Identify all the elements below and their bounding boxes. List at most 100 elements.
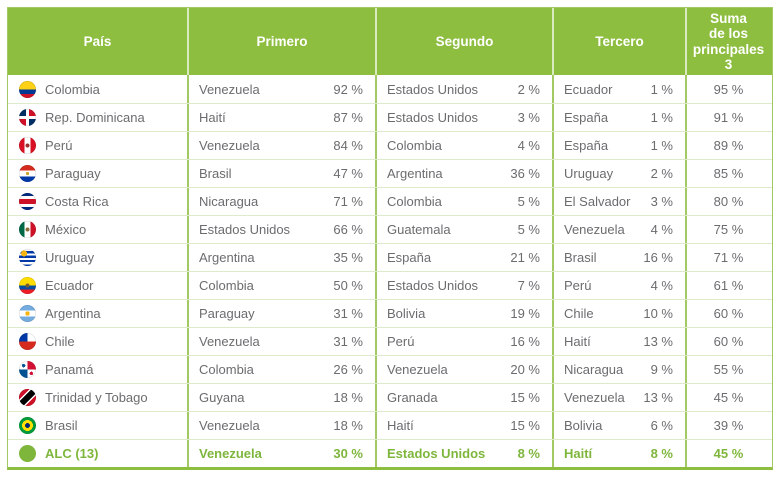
- suma-cell: 55 %: [685, 356, 770, 383]
- tercero-cell: Venezuela 13 %: [552, 384, 685, 411]
- argentina-flag-icon: [19, 305, 36, 322]
- country-cell: Rep. Dominicana: [8, 104, 187, 131]
- primero-cell: Colombia 50 %: [187, 272, 375, 299]
- brasil-flag-icon: [19, 417, 36, 434]
- suma-value: 55 %: [713, 362, 744, 377]
- primero-origin-pct: 26 %: [333, 362, 363, 377]
- suma-cell: 45 %: [685, 440, 770, 467]
- segundo-cell: Granada 15 %: [375, 384, 552, 411]
- country-cell: ALC (13): [8, 440, 187, 467]
- header-segundo: Segundo: [375, 8, 552, 75]
- primero-origin-name: Haití: [199, 110, 226, 125]
- country-cell: Panamá: [8, 356, 187, 383]
- chile-flag-icon: [19, 333, 36, 350]
- table-header-row: País Primero Segundo Tercero Suma de los…: [8, 8, 772, 75]
- country-cell: Colombia: [8, 75, 187, 103]
- tercero-cell: Perú 4 %: [552, 272, 685, 299]
- tercero-origin-name: España: [564, 138, 609, 153]
- tercero-cell: Ecuador 1 %: [552, 75, 685, 103]
- header-pais: País: [83, 33, 112, 49]
- tercero-cell: Bolivia 6 %: [552, 412, 685, 439]
- suma-value: 61 %: [713, 278, 744, 293]
- tercero-origin-name: Venezuela: [564, 222, 625, 237]
- primero-cell: Venezuela 92 %: [187, 75, 375, 103]
- country-name: Ecuador: [45, 278, 94, 293]
- tercero-origin-name: Chile: [564, 306, 594, 321]
- suma-cell: 39 %: [685, 412, 770, 439]
- table-row: Rep. Dominicana Haití 87 % Estados Unido…: [8, 103, 772, 131]
- segundo-origin-name: Granada: [387, 390, 438, 405]
- primero-cell: Paraguay 31 %: [187, 300, 375, 327]
- primero-cell: Venezuela 31 %: [187, 328, 375, 355]
- segundo-cell: Colombia 5 %: [375, 188, 552, 215]
- segundo-origin-name: Bolivia: [387, 306, 426, 321]
- table-row: Panamá Colombia 26 % Venezuela 20 % Nica…: [8, 355, 772, 383]
- segundo-origin-pct: 19 %: [510, 306, 540, 321]
- country-name: Chile: [45, 334, 75, 349]
- primero-cell: Venezuela 18 %: [187, 412, 375, 439]
- primero-origin-pct: 35 %: [333, 250, 363, 265]
- tercero-origin-pct: 1 %: [650, 138, 673, 153]
- suma-cell: 75 %: [685, 216, 770, 243]
- table-row: ALC (13) Venezuela 30 % Estados Unidos 8…: [8, 439, 772, 467]
- segundo-origin-name: Estados Unidos: [387, 81, 479, 97]
- segundo-cell: Estados Unidos 8 %: [375, 440, 552, 467]
- segundo-origin-name: Perú: [387, 334, 415, 349]
- primero-origin-name: Argentina: [199, 250, 255, 265]
- suma-cell: 85 %: [685, 160, 770, 187]
- primero-origin-pct: 92 %: [333, 81, 363, 97]
- primero-cell: Colombia 26 %: [187, 356, 375, 383]
- tercero-cell: Venezuela 4 %: [552, 216, 685, 243]
- segundo-origin-name: Argentina: [387, 166, 443, 181]
- tercero-origin-name: España: [564, 110, 609, 125]
- primero-origin-pct: 31 %: [333, 334, 363, 349]
- country-name: Costa Rica: [45, 194, 109, 209]
- segundo-origin-name: Colombia: [387, 194, 442, 209]
- tercero-origin-name: Venezuela: [564, 390, 625, 405]
- country-cell: Uruguay: [8, 244, 187, 271]
- table-row: Perú Venezuela 84 % Colombia 4 % España …: [8, 131, 772, 159]
- suma-value: 60 %: [713, 306, 744, 321]
- primero-origin-pct: 50 %: [333, 278, 363, 293]
- country-name: Rep. Dominicana: [45, 110, 145, 125]
- primero-origin-name: Brasil: [199, 166, 232, 181]
- segundo-origin-name: Haití: [387, 418, 414, 433]
- country-cell: Costa Rica: [8, 188, 187, 215]
- segundo-origin-name: Colombia: [387, 138, 442, 153]
- segundo-origin-pct: 5 %: [517, 194, 540, 209]
- table-row: Colombia Venezuela 92 % Estados Unidos 2…: [8, 75, 772, 103]
- segundo-origin-name: Estados Unidos: [387, 278, 479, 293]
- alc-flag-icon: [19, 445, 36, 462]
- tercero-origin-pct: 13 %: [643, 390, 673, 405]
- primero-cell: Nicaragua 71 %: [187, 188, 375, 215]
- tercero-cell: España 1 %: [552, 132, 685, 159]
- suma-value: 91 %: [713, 110, 744, 125]
- segundo-origin-pct: 2 %: [517, 81, 540, 97]
- table-row: Costa Rica Nicaragua 71 % Colombia 5 % E…: [8, 187, 772, 215]
- primero-cell: Estados Unidos 66 %: [187, 216, 375, 243]
- primero-origin-name: Venezuela: [199, 138, 260, 153]
- segundo-origin-pct: 16 %: [510, 334, 540, 349]
- country-name: Argentina: [45, 306, 101, 321]
- suma-value: 89 %: [713, 138, 744, 153]
- tercero-origin-pct: 4 %: [650, 222, 673, 237]
- segundo-cell: Colombia 4 %: [375, 132, 552, 159]
- table-row: Uruguay Argentina 35 % España 21 % Brasi…: [8, 243, 772, 271]
- primero-cell: Guyana 18 %: [187, 384, 375, 411]
- colombia-flag-icon: [19, 80, 36, 98]
- segundo-origin-pct: 4 %: [517, 138, 540, 153]
- segundo-cell: Guatemala 5 %: [375, 216, 552, 243]
- segundo-origin-name: Estados Unidos: [387, 446, 486, 461]
- migration-origins-table: País Primero Segundo Tercero Suma de los…: [7, 7, 773, 470]
- tercero-origin-pct: 3 %: [650, 194, 673, 209]
- table-row: México Estados Unidos 66 % Guatemala 5 %…: [8, 215, 772, 243]
- suma-cell: 60 %: [685, 300, 770, 327]
- suma-value: 45 %: [713, 390, 744, 405]
- tercero-origin-pct: 8 %: [650, 446, 673, 461]
- table-row: Paraguay Brasil 47 % Argentina 36 % Urug…: [8, 159, 772, 187]
- suma-value: 75 %: [713, 222, 744, 237]
- suma-cell: 61 %: [685, 272, 770, 299]
- primero-origin-name: Venezuela: [199, 81, 260, 97]
- country-name: México: [45, 222, 87, 237]
- primero-origin-pct: 66 %: [333, 222, 363, 237]
